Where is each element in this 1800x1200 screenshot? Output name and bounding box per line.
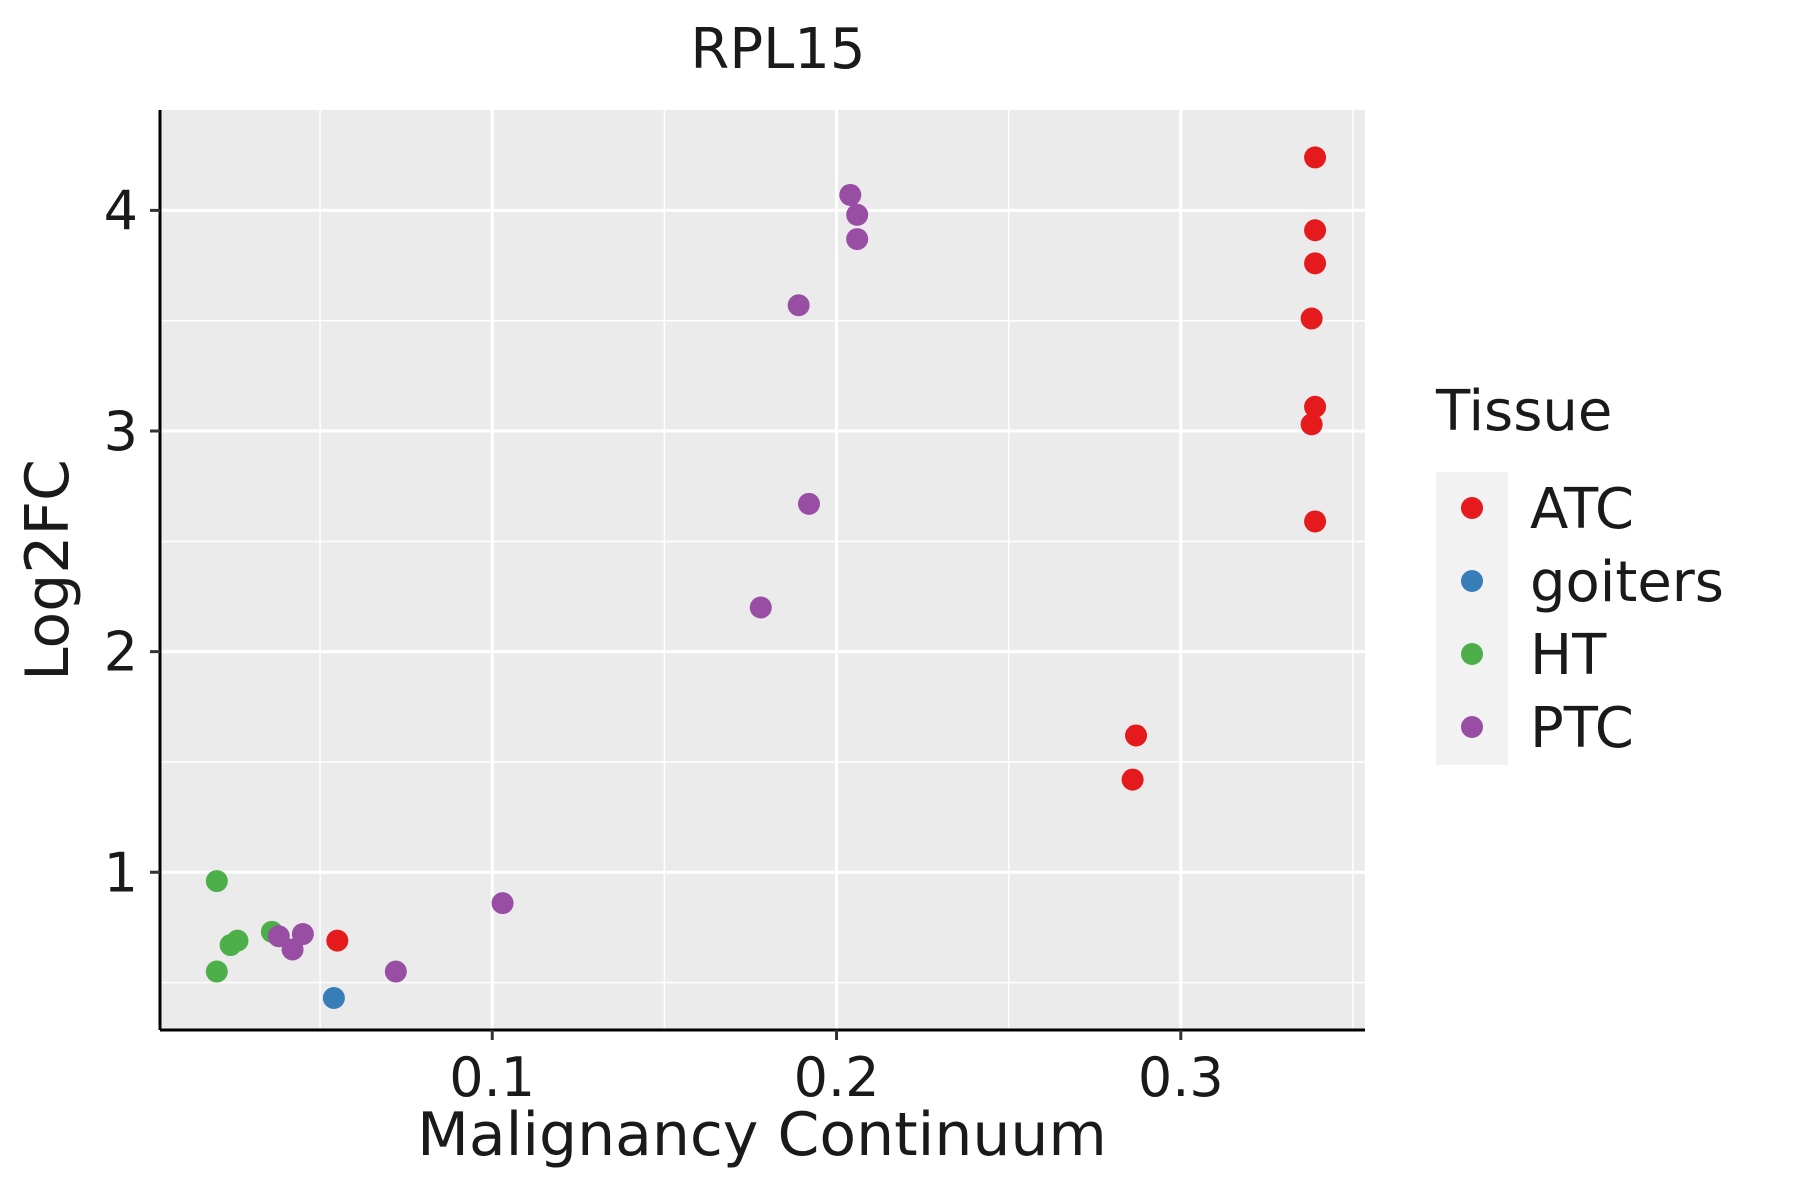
legend-label: goiters bbox=[1530, 550, 1724, 615]
data-point-ht bbox=[205, 870, 228, 893]
data-point-ptc bbox=[749, 596, 772, 619]
data-point-atc bbox=[1304, 510, 1327, 533]
chart-title: RPL15 bbox=[690, 17, 865, 82]
data-point-ptc bbox=[839, 183, 862, 206]
data-point-ptc bbox=[267, 925, 290, 948]
data-point-ptc bbox=[787, 294, 810, 317]
y-axis-title: Log2FC bbox=[13, 459, 83, 681]
data-point-ptc bbox=[846, 203, 869, 226]
data-points bbox=[205, 146, 1327, 1010]
legend: Tissue ATC goiters HT PTC bbox=[1435, 379, 1724, 765]
data-point-atc bbox=[1304, 395, 1327, 418]
legend-label: PTC bbox=[1530, 696, 1634, 761]
y-tick-label: 1 bbox=[104, 841, 138, 904]
data-point-ptc bbox=[846, 228, 869, 251]
data-point-ptc bbox=[797, 492, 820, 515]
data-point-ptc bbox=[491, 892, 514, 915]
data-point-ht bbox=[219, 934, 242, 957]
axis-ticks: 0.1 0.2 0.3 1 2 3 4 bbox=[104, 179, 1224, 1109]
data-point-atc bbox=[1300, 307, 1323, 330]
x-tick-label: 0.1 bbox=[449, 1046, 535, 1109]
x-tick-label: 0.2 bbox=[794, 1046, 880, 1109]
y-tick-label: 2 bbox=[104, 621, 138, 684]
legend-label: HT bbox=[1530, 623, 1607, 688]
data-point-atc bbox=[326, 929, 349, 952]
data-point-atc bbox=[1304, 252, 1327, 275]
legend-key-ptc bbox=[1461, 716, 1483, 738]
data-point-atc bbox=[1121, 768, 1144, 791]
legend-title: Tissue bbox=[1435, 379, 1612, 444]
data-point-ptc bbox=[281, 938, 304, 961]
legend-label: ATC bbox=[1530, 477, 1634, 542]
data-point-goiters bbox=[322, 987, 345, 1010]
data-point-atc bbox=[1125, 724, 1148, 747]
legend-key-ht bbox=[1461, 643, 1483, 665]
data-point-ht bbox=[205, 960, 228, 983]
legend-key-goiters bbox=[1461, 570, 1483, 592]
legend-items: ATC goiters HT PTC bbox=[1461, 477, 1724, 761]
y-tick-label: 4 bbox=[104, 179, 138, 242]
legend-key-atc bbox=[1461, 497, 1483, 519]
data-point-atc bbox=[1304, 219, 1327, 242]
data-point-ptc bbox=[291, 923, 314, 946]
data-point-atc bbox=[1300, 413, 1323, 436]
x-axis-title: Malignancy Continuum bbox=[417, 1100, 1107, 1170]
data-point-atc bbox=[1304, 146, 1327, 169]
x-tick-label: 0.3 bbox=[1138, 1046, 1224, 1109]
plot-panel bbox=[160, 110, 1365, 1030]
grid-lines bbox=[160, 110, 1365, 1030]
y-tick-label: 3 bbox=[104, 400, 138, 463]
data-point-ptc bbox=[384, 960, 407, 983]
